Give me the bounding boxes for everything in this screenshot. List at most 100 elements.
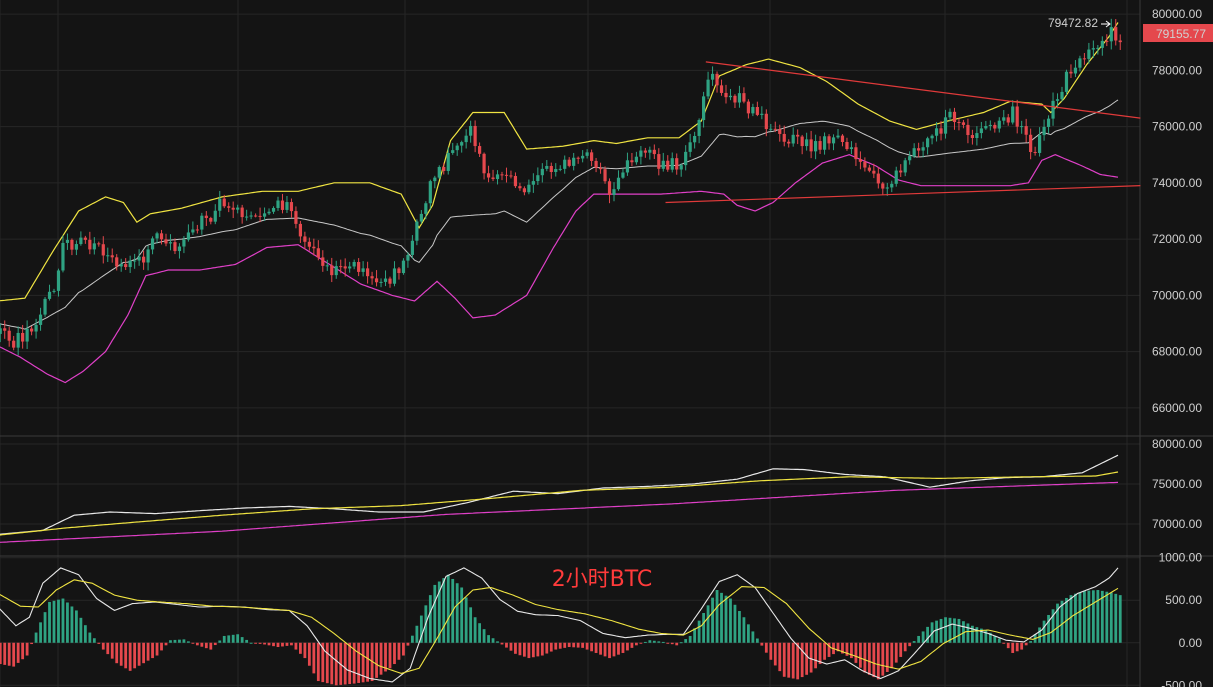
macd-bar-94[interactable] bbox=[419, 615, 423, 643]
macd-bar-234[interactable] bbox=[1047, 614, 1050, 643]
macd-bar-42[interactable] bbox=[187, 641, 190, 643]
candle-53[interactable] bbox=[236, 204, 240, 214]
macd-bar-10[interactable] bbox=[43, 612, 47, 643]
candle-35[interactable] bbox=[155, 231, 159, 244]
candle-227[interactable] bbox=[1015, 99, 1019, 134]
candle-247[interactable] bbox=[1105, 34, 1109, 47]
candle-189[interactable] bbox=[845, 137, 849, 151]
macd-bar-213[interactable] bbox=[953, 618, 956, 643]
candle-106[interactable] bbox=[473, 120, 477, 153]
candle-87[interactable] bbox=[388, 276, 392, 288]
macd-bar-92[interactable] bbox=[411, 635, 414, 643]
macd-bar-184[interactable] bbox=[823, 642, 826, 660]
candle-232[interactable] bbox=[1038, 127, 1042, 157]
candle-47[interactable] bbox=[209, 216, 213, 225]
candle-229[interactable] bbox=[1024, 118, 1028, 143]
macd-bar-220[interactable] bbox=[984, 630, 988, 643]
macd-bar-17[interactable] bbox=[75, 610, 78, 643]
macd-bar-198[interactable] bbox=[885, 642, 889, 672]
macd-bar-106[interactable] bbox=[473, 617, 477, 643]
macd-bar-245[interactable] bbox=[1096, 590, 1100, 643]
macd-bar-243[interactable] bbox=[1087, 590, 1091, 643]
candle-206[interactable] bbox=[921, 141, 925, 158]
macd-bar-155[interactable] bbox=[693, 628, 697, 643]
candle-2[interactable] bbox=[7, 326, 11, 347]
macd-bar-140[interactable] bbox=[626, 642, 629, 651]
candle-248[interactable] bbox=[1109, 18, 1113, 50]
candle-171[interactable] bbox=[764, 109, 768, 137]
macd-bar-26[interactable] bbox=[115, 642, 119, 664]
macd-bar-35[interactable] bbox=[155, 642, 159, 656]
macd-bar-124[interactable] bbox=[554, 642, 558, 650]
candle-8[interactable] bbox=[34, 318, 38, 339]
macd-bar-47[interactable] bbox=[209, 642, 213, 650]
macd-bar-119[interactable] bbox=[531, 642, 535, 658]
candle-203[interactable] bbox=[908, 151, 912, 165]
macd-bar-211[interactable] bbox=[944, 617, 947, 643]
macd-bar-121[interactable] bbox=[540, 642, 544, 656]
macd-bar-225[interactable] bbox=[1006, 642, 1010, 649]
candle-107[interactable] bbox=[478, 142, 482, 157]
macd-bar-188[interactable] bbox=[841, 642, 844, 654]
macd-bar-112[interactable] bbox=[500, 642, 504, 645]
candle-70[interactable] bbox=[312, 238, 316, 256]
candle-154[interactable] bbox=[688, 133, 692, 158]
candle-0[interactable] bbox=[0, 323, 2, 343]
macd-bar-71[interactable] bbox=[316, 642, 320, 682]
macd-bar-187[interactable] bbox=[836, 642, 840, 652]
macd-bar-32[interactable] bbox=[142, 642, 145, 664]
candle-37[interactable] bbox=[164, 233, 168, 247]
candle-32[interactable] bbox=[142, 250, 146, 270]
macd-bar-81[interactable] bbox=[361, 642, 365, 683]
candle-122[interactable] bbox=[545, 160, 549, 172]
macd-bar-75[interactable] bbox=[334, 642, 338, 686]
macd-bar-165[interactable] bbox=[738, 611, 741, 643]
candle-239[interactable] bbox=[1069, 64, 1073, 79]
candle-15[interactable] bbox=[65, 233, 70, 250]
macd-bar-57[interactable] bbox=[254, 642, 257, 644]
candle-143[interactable] bbox=[639, 146, 643, 165]
candle-174[interactable] bbox=[778, 124, 782, 142]
candle-11[interactable] bbox=[47, 284, 52, 301]
candle-20[interactable] bbox=[88, 231, 92, 255]
candle-245[interactable] bbox=[1096, 45, 1100, 55]
candle-226[interactable] bbox=[1011, 100, 1015, 125]
candle-52[interactable] bbox=[231, 201, 235, 219]
candle-64[interactable] bbox=[285, 195, 289, 213]
macd-bar-80[interactable] bbox=[357, 642, 361, 683]
candle-222[interactable] bbox=[993, 122, 997, 133]
candle-16[interactable] bbox=[70, 238, 74, 256]
macd-bar-25[interactable] bbox=[110, 642, 114, 659]
candle-113[interactable] bbox=[504, 167, 509, 183]
macd-bar-160[interactable] bbox=[715, 590, 719, 643]
candle-75[interactable] bbox=[334, 260, 338, 279]
candle-183[interactable] bbox=[818, 136, 822, 154]
macd-bar-37[interactable] bbox=[164, 642, 168, 646]
macd-bar-128[interactable] bbox=[572, 642, 576, 648]
candle-7[interactable] bbox=[30, 326, 34, 336]
macd-bar-96[interactable] bbox=[428, 595, 432, 643]
candle-115[interactable] bbox=[513, 172, 518, 188]
candle-117[interactable] bbox=[522, 186, 526, 196]
candle-208[interactable] bbox=[930, 134, 934, 145]
macd-bar-192[interactable] bbox=[859, 642, 862, 668]
macd-bar-5[interactable] bbox=[21, 642, 25, 660]
candle-33[interactable] bbox=[146, 245, 150, 271]
macd-bar-237[interactable] bbox=[1060, 600, 1064, 643]
candle-200[interactable] bbox=[894, 166, 898, 187]
macd-bar-203[interactable] bbox=[908, 642, 912, 647]
macd-bar-36[interactable] bbox=[160, 642, 163, 651]
macd-bar-125[interactable] bbox=[558, 642, 562, 649]
moving-average-panel[interactable] bbox=[0, 454, 1119, 543]
macd-bar-205[interactable] bbox=[917, 635, 921, 643]
candle-12[interactable] bbox=[52, 288, 56, 294]
candle-19[interactable] bbox=[83, 235, 87, 244]
candle-137[interactable] bbox=[612, 182, 616, 202]
candle-144[interactable] bbox=[643, 147, 647, 158]
candle-240[interactable] bbox=[1073, 60, 1078, 78]
macd-bar-137[interactable] bbox=[612, 642, 616, 657]
candle-93[interactable] bbox=[415, 219, 419, 246]
macd-bar-86[interactable] bbox=[384, 642, 387, 672]
candle-238[interactable] bbox=[1064, 69, 1069, 96]
